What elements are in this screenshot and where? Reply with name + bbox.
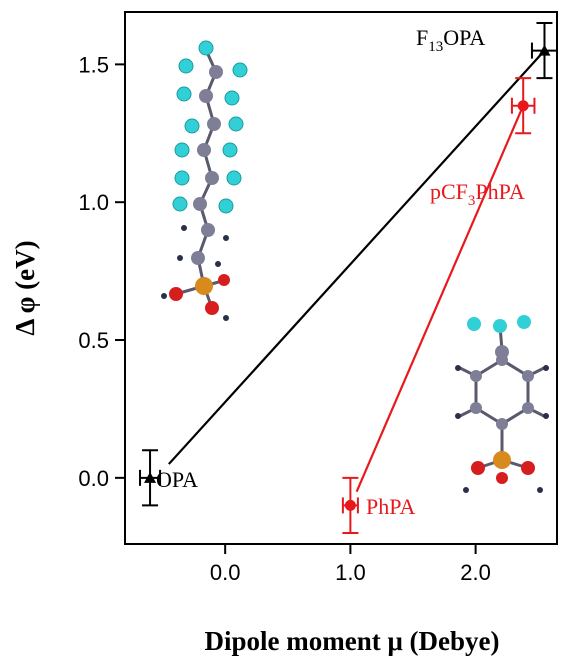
axis-ticks <box>115 63 477 554</box>
fit-lines <box>168 49 546 493</box>
point-label-phpa: PhPA <box>366 494 415 519</box>
pcf3phpa-label-main: pCF <box>430 179 468 204</box>
f13opa-molecule-illustration <box>161 40 248 321</box>
f13opa-label-tail: OPA <box>443 25 485 50</box>
x-tick-label: 2.0 <box>460 560 491 585</box>
y-tick-label: 0.5 <box>78 328 109 353</box>
x-tick-label: 0.0 <box>210 560 241 585</box>
point-label-opa: OPA <box>156 467 198 492</box>
x-axis-title: Dipole moment μ (Debye) <box>205 626 500 656</box>
fit-line-black <box>168 49 546 465</box>
x-tick-label: 1.0 <box>335 560 366 585</box>
fit-line-red <box>355 105 525 493</box>
plot-frame <box>124 11 558 545</box>
data-point-black <box>538 44 551 56</box>
pcf3phpa-label-sub: 3 <box>468 193 476 209</box>
f13opa-label-sub: 13 <box>428 39 443 55</box>
axis-tick-labels: 0.0 1.0 2.0 0.0 0.5 1.0 1.5 <box>78 52 490 585</box>
data-point-red <box>344 499 356 511</box>
f13opa-label-main: F <box>416 25 428 50</box>
point-label-pcf3phpa: pCF3PhPA <box>430 179 525 209</box>
y-tick-label: 1.5 <box>78 52 109 77</box>
data-markers <box>144 44 551 511</box>
data-point-red <box>517 100 529 112</box>
y-tick-label: 0.0 <box>78 466 109 491</box>
data-point-black <box>144 471 157 483</box>
y-axis-title: Δ φ (eV) <box>10 240 40 335</box>
y-tick-label: 1.0 <box>78 190 109 215</box>
point-label-f13opa: F13OPA <box>416 25 485 55</box>
pcf3phpa-label-tail: PhPA <box>475 179 524 204</box>
pcf3phpa-molecule-illustration <box>455 315 549 493</box>
